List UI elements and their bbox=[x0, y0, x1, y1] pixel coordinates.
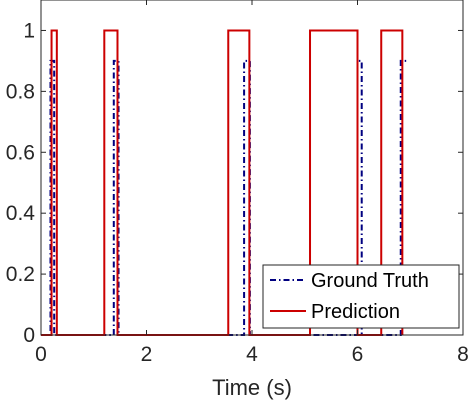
x-tick-label: 4 bbox=[246, 343, 258, 366]
legend-box bbox=[262, 264, 460, 329]
x-axis: 0 2 4 6 8 bbox=[35, 0, 469, 366]
y-tick-label: 1 bbox=[23, 19, 35, 42]
x-tick-label: 2 bbox=[141, 343, 153, 366]
y-axis: 0 0.2 0.4 0.6 0.8 1 bbox=[6, 19, 463, 347]
legend-label-prediction: Prediction bbox=[311, 301, 400, 323]
y-tick-label: 0.6 bbox=[6, 141, 35, 164]
y-tick-label: 0 bbox=[23, 324, 35, 347]
x-tick-label: 8 bbox=[457, 343, 469, 366]
legend: Ground Truth Prediction bbox=[262, 264, 460, 329]
y-tick-label: 0.8 bbox=[6, 80, 35, 103]
series-line-ground-truth bbox=[41, 59, 408, 336]
x-axis-label: Time (s) bbox=[212, 375, 292, 400]
y-tick-label: 0.2 bbox=[6, 263, 35, 286]
y-tick-label: 0.4 bbox=[6, 202, 36, 225]
x-tick-label: 0 bbox=[35, 343, 47, 366]
x-tick-label: 6 bbox=[352, 343, 364, 366]
legend-label-ground-truth: Ground Truth bbox=[311, 270, 429, 292]
